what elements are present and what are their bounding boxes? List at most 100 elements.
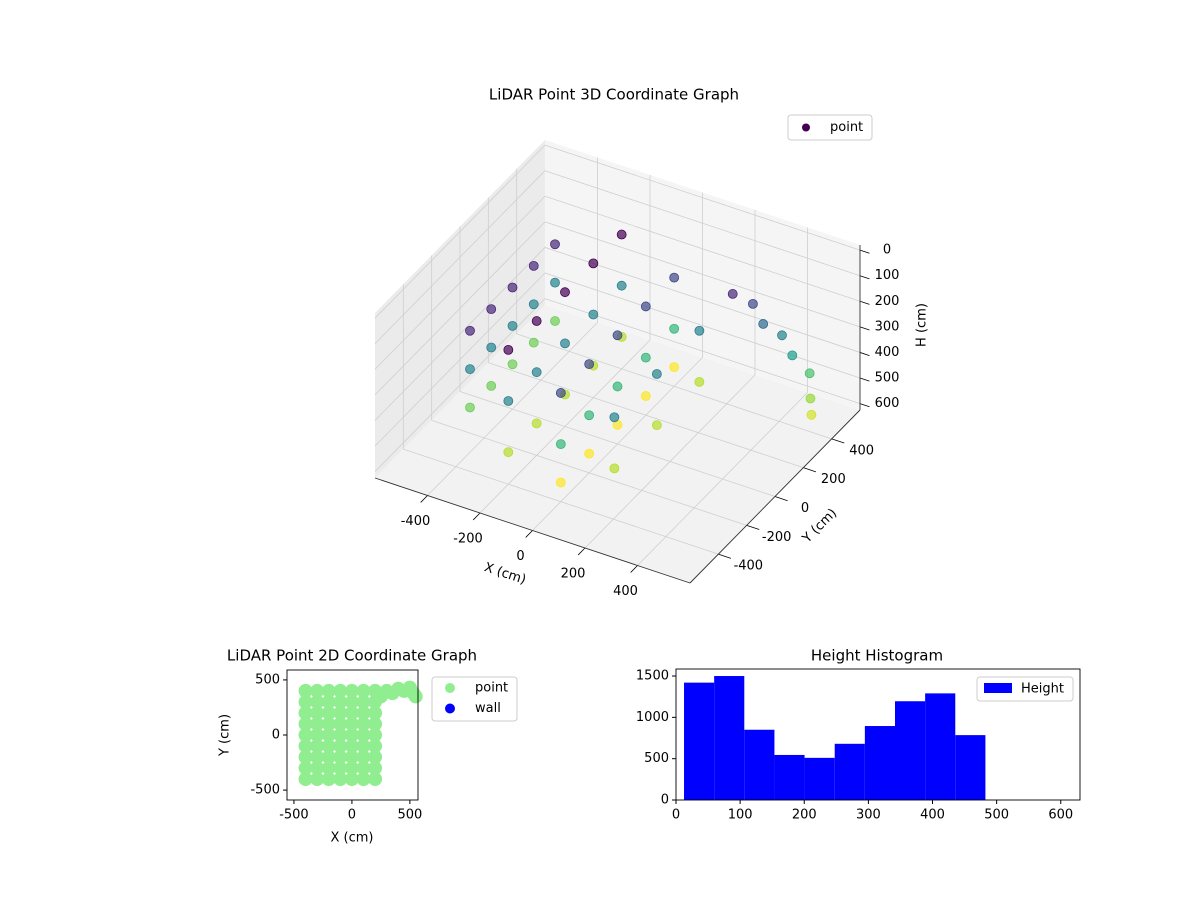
point <box>333 694 348 709</box>
point <box>344 772 359 787</box>
point <box>507 359 518 370</box>
point <box>321 716 336 731</box>
point <box>333 761 348 776</box>
point <box>344 761 359 776</box>
tick-mark <box>803 467 817 473</box>
point <box>669 362 680 373</box>
y-tick-label: 0 <box>272 728 280 743</box>
point <box>550 239 560 250</box>
point <box>640 352 651 363</box>
point <box>616 280 627 291</box>
x-axis-label: X (cm) <box>482 560 528 588</box>
point <box>310 716 325 731</box>
point <box>344 750 359 765</box>
z-tick-label: 0 <box>883 243 891 258</box>
y-tick-label: 200 <box>821 472 846 487</box>
grid-line <box>544 195 861 302</box>
z-tick-label: 100 <box>875 268 900 283</box>
point <box>528 299 539 310</box>
y-tick-label: 1000 <box>636 710 669 725</box>
point <box>727 289 738 299</box>
point <box>321 728 336 742</box>
y-tick-label: 400 <box>849 443 874 458</box>
point <box>333 683 348 698</box>
legend-box <box>787 114 873 141</box>
point <box>356 772 371 787</box>
x-tick-label: 100 <box>728 808 753 823</box>
point <box>588 258 599 269</box>
point <box>584 448 595 459</box>
point <box>310 728 325 742</box>
point <box>298 716 313 731</box>
z-tick-label: 400 <box>875 345 900 360</box>
grid-line <box>403 448 719 555</box>
point <box>612 381 623 392</box>
point <box>333 716 348 731</box>
grid-line <box>374 195 546 370</box>
legend-marker <box>802 123 810 132</box>
tick-mark <box>420 495 428 503</box>
y-tick-label: -200 <box>762 530 792 545</box>
point <box>651 369 662 379</box>
x-tick-label: -500 <box>279 808 309 823</box>
point <box>356 739 371 754</box>
bar <box>955 735 986 800</box>
y-axis-label: Y (cm) <box>218 714 233 757</box>
point <box>806 409 817 420</box>
x-tick-label: -400 <box>401 514 431 529</box>
point <box>555 388 566 398</box>
x-tick-label: 400 <box>613 584 638 599</box>
grid-line <box>459 391 776 497</box>
point <box>669 272 680 283</box>
z-tick-label: 500 <box>875 371 900 386</box>
point <box>507 320 518 331</box>
plot-frame <box>675 668 1081 801</box>
y-tick-label: 0 <box>661 793 669 808</box>
point <box>584 359 595 370</box>
point <box>310 705 325 720</box>
bar <box>774 754 805 800</box>
z-tick-label: 200 <box>875 294 900 309</box>
point <box>356 750 371 765</box>
y-tick-label: -400 <box>734 559 764 574</box>
legend-marker <box>445 703 455 714</box>
legend-label: point <box>830 120 863 135</box>
point <box>486 342 497 353</box>
point <box>333 750 348 765</box>
point <box>298 694 313 709</box>
point <box>344 694 359 709</box>
point <box>321 705 336 720</box>
grid-line <box>488 362 804 469</box>
point <box>298 683 313 698</box>
y-tick-label: 0 <box>801 501 809 516</box>
point <box>310 739 325 754</box>
point <box>804 368 815 379</box>
legend-label: point <box>475 681 508 696</box>
point <box>486 304 497 315</box>
x-tick-label: 500 <box>397 808 422 823</box>
point <box>333 705 348 720</box>
point <box>528 337 539 348</box>
bar <box>864 726 895 800</box>
point <box>356 761 371 776</box>
z-tick-label: 300 <box>875 319 900 334</box>
point <box>344 728 359 742</box>
grid-line <box>431 419 747 526</box>
chart-title: Height Histogram <box>811 647 943 665</box>
tick-mark <box>859 377 870 382</box>
point <box>777 330 787 341</box>
point <box>321 772 336 787</box>
tick-mark <box>746 524 760 530</box>
point <box>694 376 705 387</box>
legend-box <box>431 676 518 722</box>
y-tick-label: -500 <box>250 783 280 798</box>
point <box>344 705 359 720</box>
point <box>640 391 651 401</box>
bar <box>804 757 835 800</box>
point <box>333 772 348 787</box>
point <box>298 761 313 776</box>
point <box>321 694 336 709</box>
tick-mark <box>859 300 870 305</box>
point <box>321 683 336 698</box>
point <box>321 761 336 776</box>
